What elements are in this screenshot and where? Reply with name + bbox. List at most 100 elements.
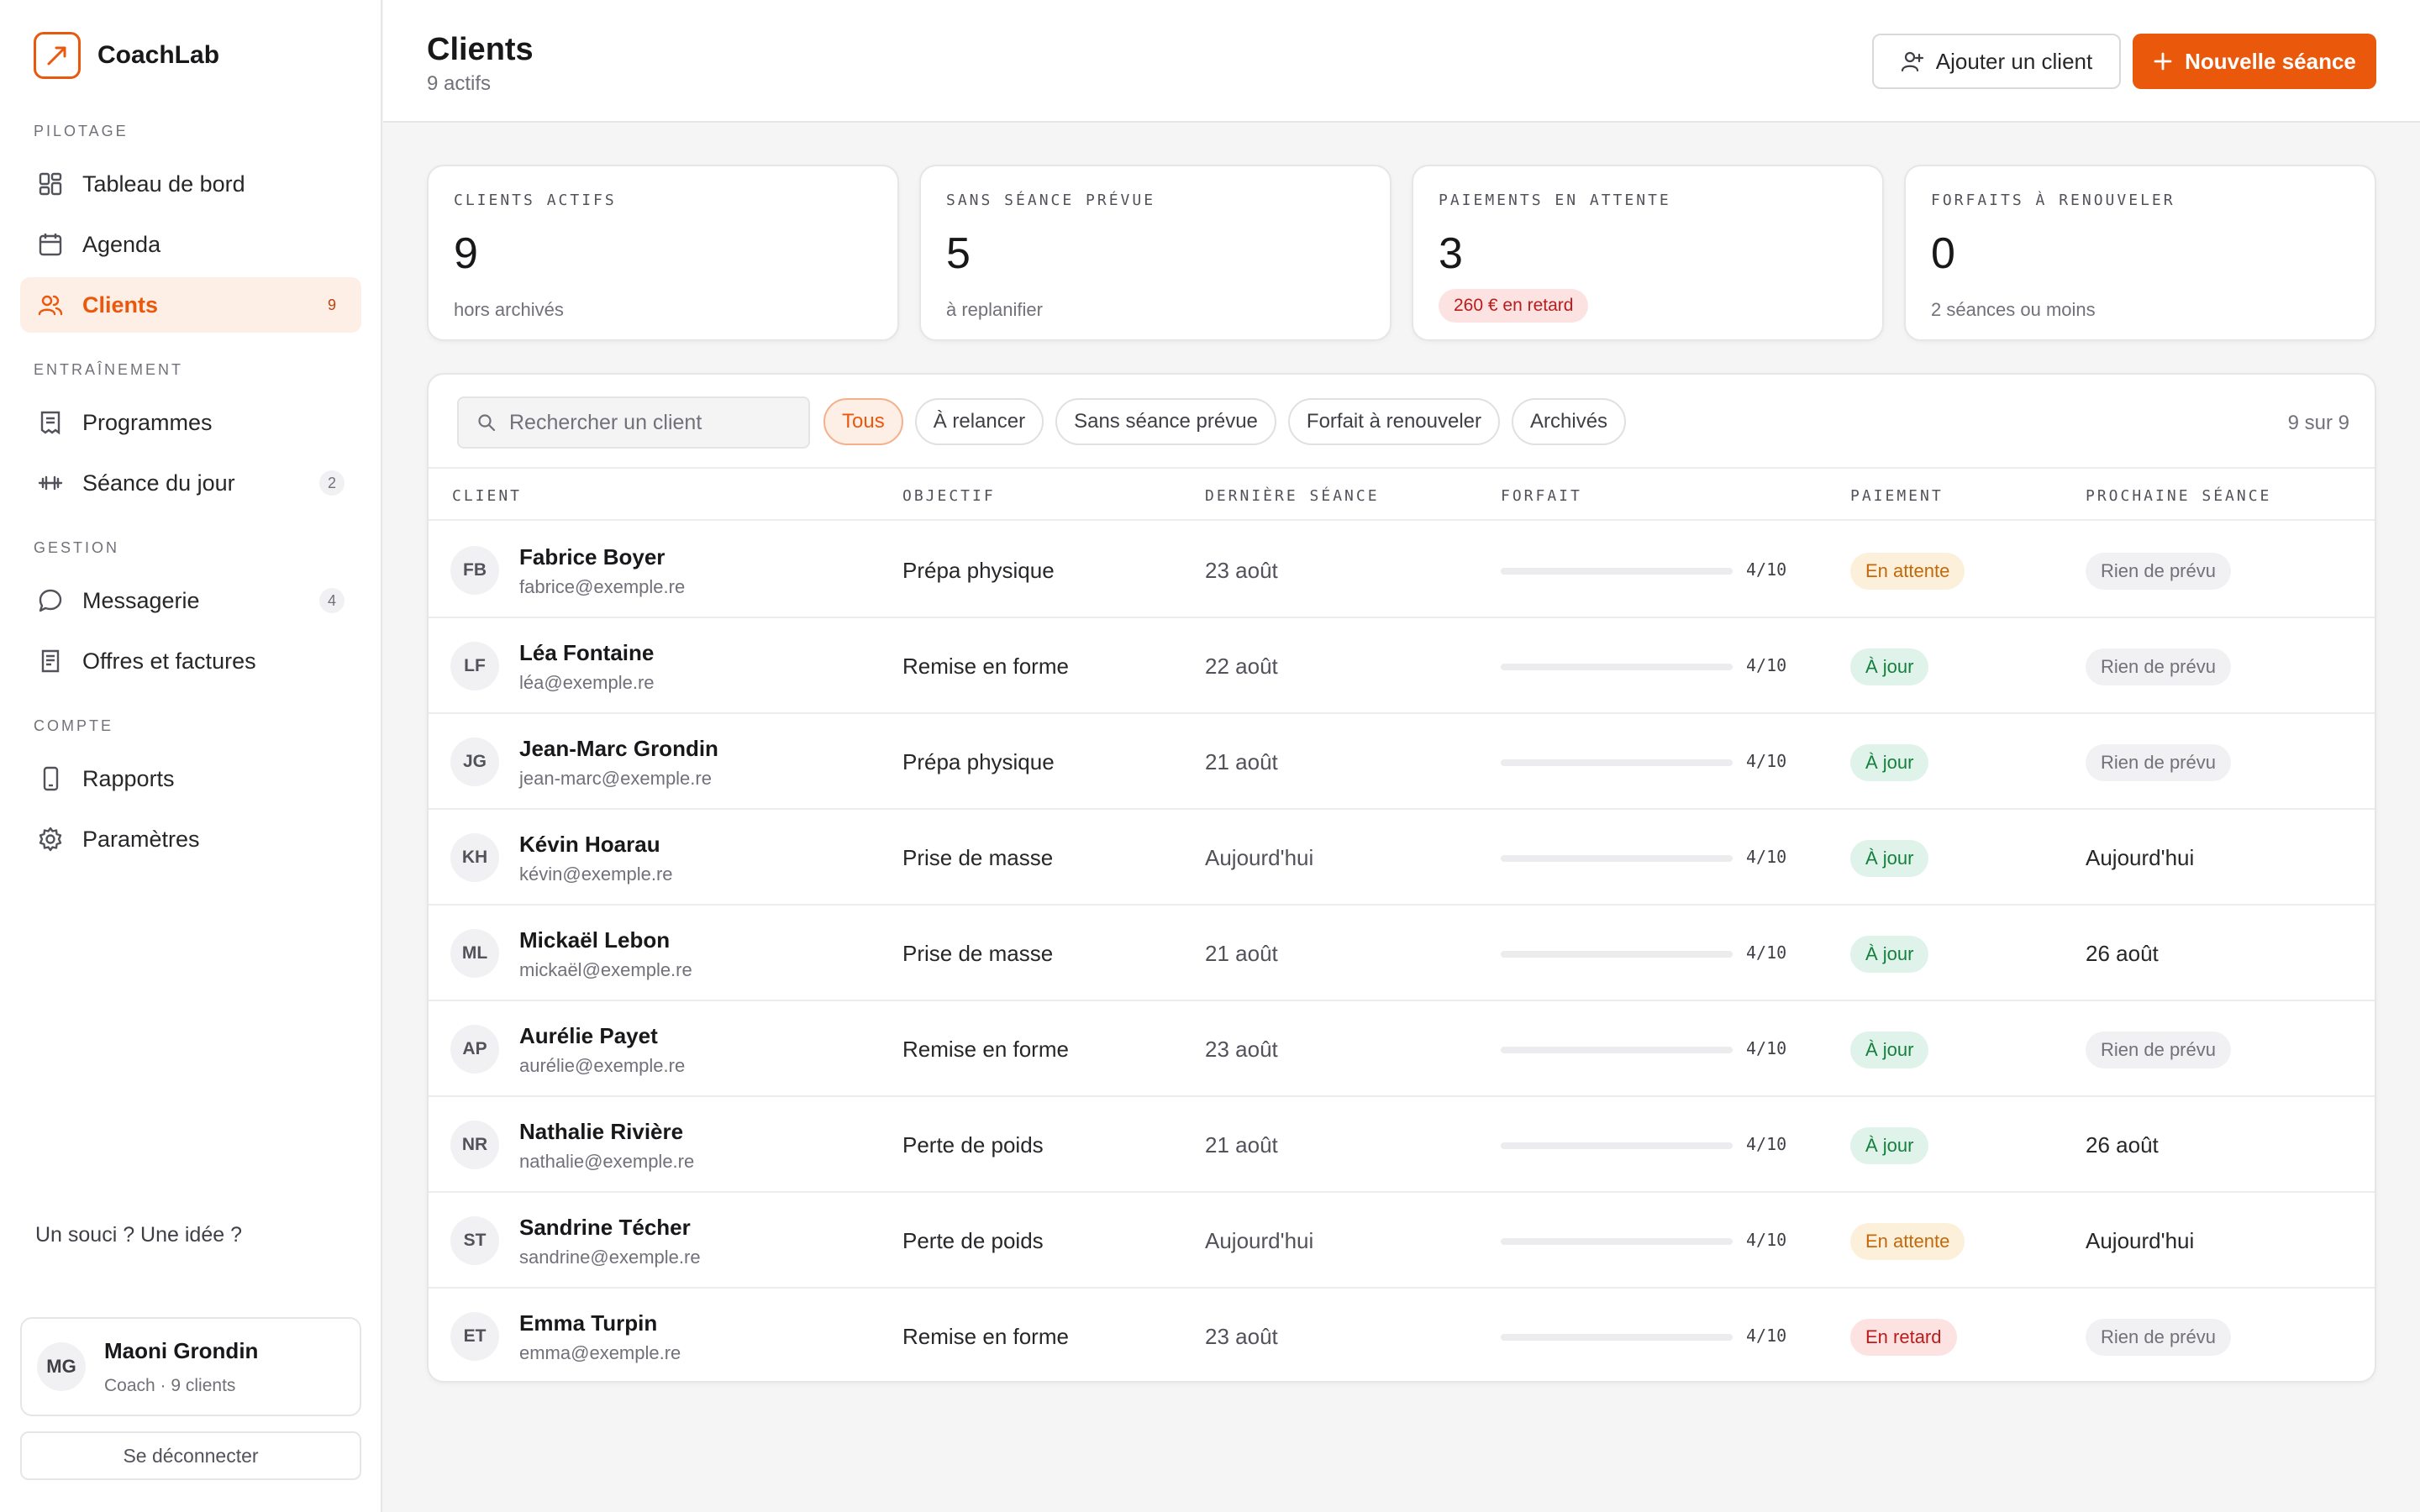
client-name[interactable]: Sandrine Técher	[519, 1215, 691, 1240]
payment-status-badge: En attente	[1850, 1223, 1965, 1260]
nav-count-badge: 2	[319, 470, 345, 496]
column-header-forfait[interactable]: FORFAIT	[1501, 487, 1582, 505]
user-role: Coach · 9 clients	[104, 1375, 236, 1395]
client-goal: Prise de masse	[902, 845, 1054, 870]
next-session-text: Aujourd'hui	[2086, 1228, 2195, 1253]
stat-label: SANS SÉANCE PRÉVUE	[946, 192, 1156, 209]
client-name[interactable]: Nathalie Rivière	[519, 1119, 684, 1144]
table-row[interactable]: AP Aurélie Payet aurélie@exemple.re Remi…	[429, 1001, 2375, 1097]
user-card[interactable]: MG Maoni Grondin Coach · 9 clients	[20, 1317, 361, 1416]
pack-progress-bar	[1501, 951, 1733, 958]
clients-panel: Tous À relancer Sans séance prévue Forfa…	[427, 373, 2376, 1383]
add-client-button[interactable]: Ajouter un client	[1872, 34, 2121, 89]
pack-progress-label: 4/10	[1746, 1038, 1787, 1058]
column-header-client[interactable]: CLIENT	[452, 487, 523, 505]
stat-value: 9	[454, 229, 478, 278]
table-row[interactable]: ET Emma Turpin emma@exemple.re Remise en…	[429, 1289, 2375, 1381]
new-session-button[interactable]: Nouvelle séance	[2133, 34, 2376, 89]
column-header-paiement[interactable]: PAIEMENT	[1850, 487, 1944, 505]
page-header: Clients 9 actifs Ajouter un client Nouve…	[383, 0, 2420, 123]
filter-chip-tous[interactable]: Tous	[823, 398, 903, 445]
client-name[interactable]: Mickaël Lebon	[519, 927, 671, 953]
avatar: AP	[450, 1025, 499, 1074]
client-goal: Prépa physique	[902, 558, 1055, 583]
pack-progress-bar	[1501, 1238, 1733, 1245]
table-row[interactable]: LF Léa Fontaine léa@exemple.re Remise en…	[429, 618, 2375, 714]
sidebar-item-clients[interactable]: Clients 9	[20, 277, 361, 333]
payment-status-badge: En attente	[1850, 553, 1965, 590]
client-email: sandrine@exemple.re	[519, 1247, 701, 1268]
table-row[interactable]: KH Kévin Hoarau kévin@exemple.re Prise d…	[429, 810, 2375, 906]
pack-progress-bar	[1501, 664, 1733, 670]
client-email: aurélie@exemple.re	[519, 1055, 686, 1076]
pack-progress-label: 4/10	[1746, 847, 1787, 867]
column-header-objectif[interactable]: OBJECTIF	[902, 487, 996, 505]
pack-progress-bar	[1501, 855, 1733, 862]
sidebar-item-parametres[interactable]: Paramètres	[20, 811, 361, 867]
avatar: KH	[450, 833, 499, 882]
last-session: Aujourd'hui	[1205, 845, 1314, 870]
sidebar-item-programmes[interactable]: Programmes	[20, 395, 361, 450]
stat-label: FORFAITS À RENOUVELER	[1931, 192, 2175, 209]
logout-button[interactable]: Se déconnecter	[20, 1431, 361, 1480]
sidebar-item-tableau-de-bord[interactable]: Tableau de bord	[20, 156, 361, 212]
client-name[interactable]: Aurélie Payet	[519, 1023, 658, 1048]
search-input[interactable]	[509, 410, 795, 435]
new-session-label: Nouvelle séance	[2185, 48, 2356, 74]
brand[interactable]: CoachLab	[34, 32, 219, 79]
avatar: JG	[450, 738, 499, 786]
pack-progress-bar	[1501, 759, 1733, 766]
sidebar-item-agenda[interactable]: Agenda	[20, 217, 361, 272]
stat-label: CLIENTS ACTIFS	[454, 192, 617, 209]
client-name[interactable]: Fabrice Boyer	[519, 544, 666, 570]
sidebar-item-seance-du-jour[interactable]: Séance du jour 2	[20, 455, 361, 511]
last-session: Aujourd'hui	[1205, 1228, 1314, 1253]
invoice-icon	[35, 646, 66, 676]
column-header-prochaine-seance[interactable]: PROCHAINE SÉANCE	[2086, 487, 2272, 505]
payment-status-badge: À jour	[1850, 1032, 1929, 1068]
filter-chip-forfait[interactable]: Forfait à renouveler	[1287, 398, 1501, 445]
client-email: nathalie@exemple.re	[519, 1151, 695, 1172]
filter-chip-a-relancer[interactable]: À relancer	[914, 398, 1044, 445]
page-title: Clients	[427, 32, 534, 67]
sidebar-item-label: Rapports	[82, 765, 175, 791]
column-header-derniere-seance[interactable]: DERNIÈRE SÉANCE	[1205, 487, 1380, 505]
last-session: 23 août	[1205, 1037, 1278, 1062]
table-row[interactable]: ST Sandrine Técher sandrine@exemple.re P…	[429, 1193, 2375, 1289]
client-name[interactable]: Léa Fontaine	[519, 640, 655, 665]
avatar: ET	[450, 1312, 499, 1361]
client-email: léa@exemple.re	[519, 672, 655, 693]
sidebar-item-offres-et-factures[interactable]: Offres et factures	[20, 633, 361, 689]
sidebar-item-label: Séance du jour	[82, 470, 235, 496]
last-session: 23 août	[1205, 558, 1278, 583]
brand-name: CoachLab	[97, 41, 220, 69]
sidebar-item-label: Messagerie	[82, 587, 200, 613]
table-header: CLIENT OBJECTIF DERNIÈRE SÉANCE FORFAIT …	[429, 469, 2375, 521]
table-row[interactable]: ML Mickaël Lebon mickaël@exemple.re Pris…	[429, 906, 2375, 1001]
pack-progress-label: 4/10	[1746, 942, 1787, 963]
result-count: 9 sur 9	[2287, 412, 2349, 434]
sidebar-item-rapports[interactable]: Rapports	[20, 751, 361, 806]
payment-status-badge: À jour	[1850, 1127, 1929, 1164]
client-goal: Perte de poids	[902, 1132, 1044, 1158]
sidebar-item-messagerie[interactable]: Messagerie 4	[20, 573, 361, 628]
table-row[interactable]: NR Nathalie Rivière nathalie@exemple.re …	[429, 1097, 2375, 1193]
pack-progress-label: 4/10	[1746, 751, 1787, 771]
client-name[interactable]: Kévin Hoarau	[519, 832, 660, 857]
client-name[interactable]: Emma Turpin	[519, 1310, 658, 1336]
feedback-link[interactable]: Un souci ? Une idée ?	[35, 1223, 242, 1247]
nav-section-compte: COMPTE	[34, 717, 114, 734]
last-session: 21 août	[1205, 1132, 1278, 1158]
sidebar-item-label: Tableau de bord	[82, 171, 245, 197]
client-name[interactable]: Jean-Marc Grondin	[519, 736, 718, 761]
table-row[interactable]: FB Fabrice Boyer fabrice@exemple.re Prép…	[429, 522, 2375, 618]
table-row[interactable]: JG Jean-Marc Grondin jean-marc@exemple.r…	[429, 714, 2375, 810]
nav-count-badge: 9	[327, 296, 336, 313]
filter-chip-sans-seance[interactable]: Sans séance prévue	[1055, 398, 1276, 445]
user-plus-icon	[1901, 50, 1924, 73]
filter-chip-archives[interactable]: Archivés	[1512, 398, 1627, 445]
stat-card-active-clients: CLIENTS ACTIFS 9 hors archivés	[427, 165, 899, 341]
search-box[interactable]	[457, 396, 810, 449]
client-goal: Remise en forme	[902, 654, 1069, 679]
sidebar-item-label: Agenda	[82, 231, 161, 257]
